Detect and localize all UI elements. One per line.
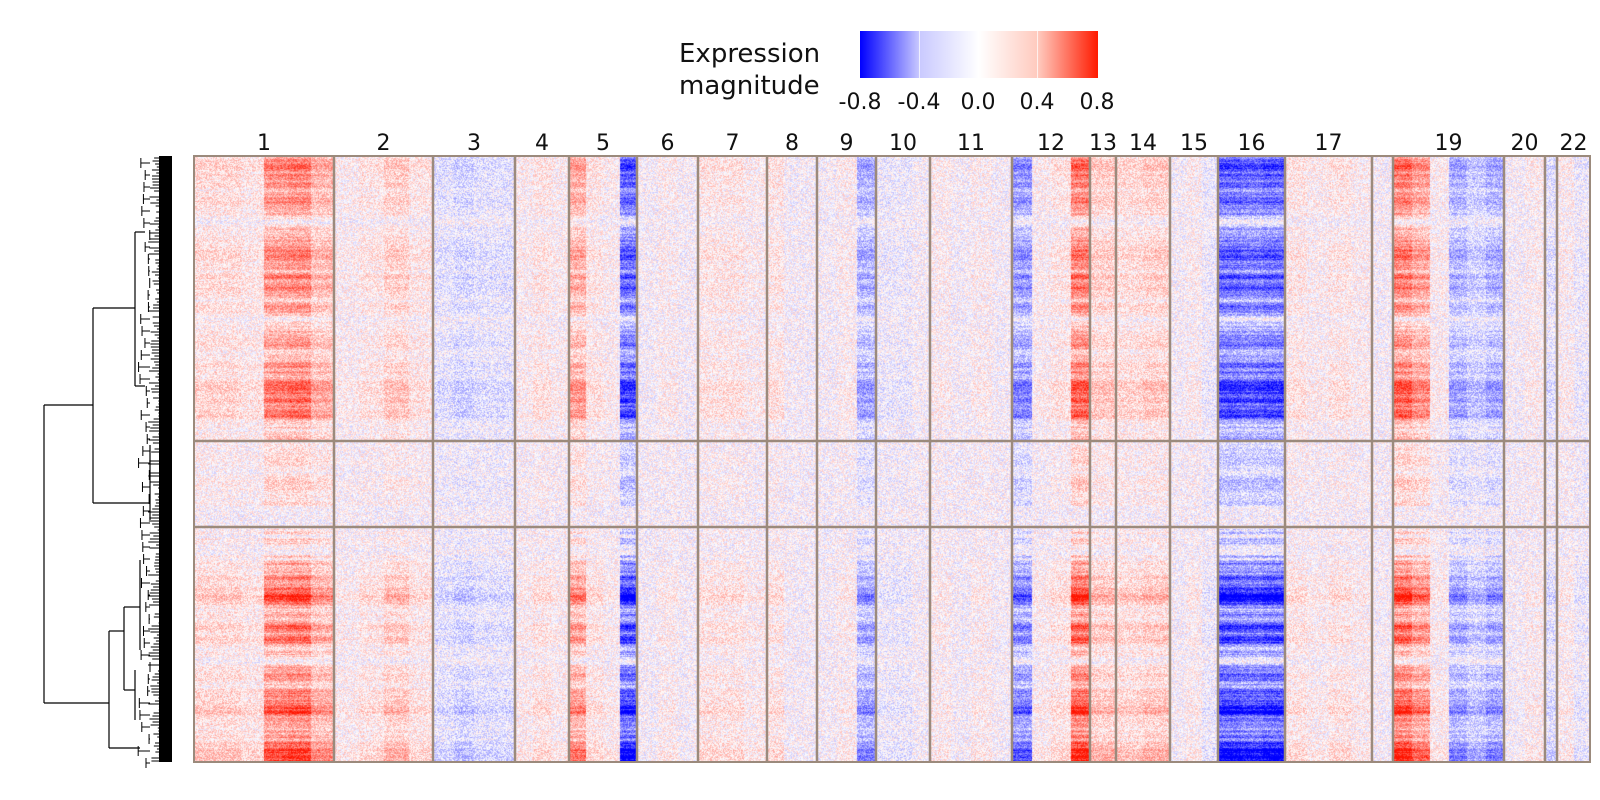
row-dendrogram: [43, 156, 172, 768]
column-group-label: 12: [1037, 131, 1065, 156]
color-scale-label: -0.8: [838, 90, 882, 115]
color-scale-label: 0.0: [960, 90, 996, 115]
column-group-label: 22: [1559, 131, 1588, 156]
legend-title-line2: magnitude: [679, 71, 820, 101]
color-scale-tick-mark: [1037, 31, 1038, 78]
column-group-label: 15: [1180, 131, 1208, 156]
column-group-label: 14: [1129, 131, 1157, 156]
column-group-label: 5: [596, 131, 610, 156]
dendrogram-leaves: [159, 156, 172, 762]
column-group-label: 16: [1237, 131, 1266, 156]
column-group-label: 7: [725, 131, 740, 156]
column-group-label: 4: [535, 131, 549, 156]
column-group-label: 17: [1314, 131, 1343, 156]
column-group-label: 11: [957, 131, 985, 156]
column-group-label: 10: [889, 131, 917, 156]
color-scale-label: -0.4: [897, 90, 941, 115]
heatmap-frame: [193, 155, 1591, 763]
legend-title-line1: Expression: [679, 39, 821, 69]
color-scale-tick-mark: [978, 31, 979, 78]
color-scale-label: 0.8: [1079, 90, 1115, 115]
column-group-label: 9: [839, 131, 854, 156]
column-group-label: 6: [660, 131, 675, 156]
column-group-label: 19: [1434, 131, 1463, 156]
color-scale-label: 0.4: [1019, 90, 1055, 115]
column-group-label: 3: [467, 131, 481, 156]
heatmap-canvas: [194, 156, 1590, 762]
column-group-label: 13: [1089, 131, 1117, 156]
color-scale-bar: [860, 31, 1098, 78]
column-group-label: 2: [376, 131, 391, 156]
column-group-label: 8: [785, 131, 799, 156]
legend-title: Expression magnitude: [679, 38, 820, 102]
column-group-label: 1: [257, 131, 271, 156]
column-group-label: 20: [1510, 131, 1539, 156]
color-scale-tick-mark: [919, 31, 920, 78]
